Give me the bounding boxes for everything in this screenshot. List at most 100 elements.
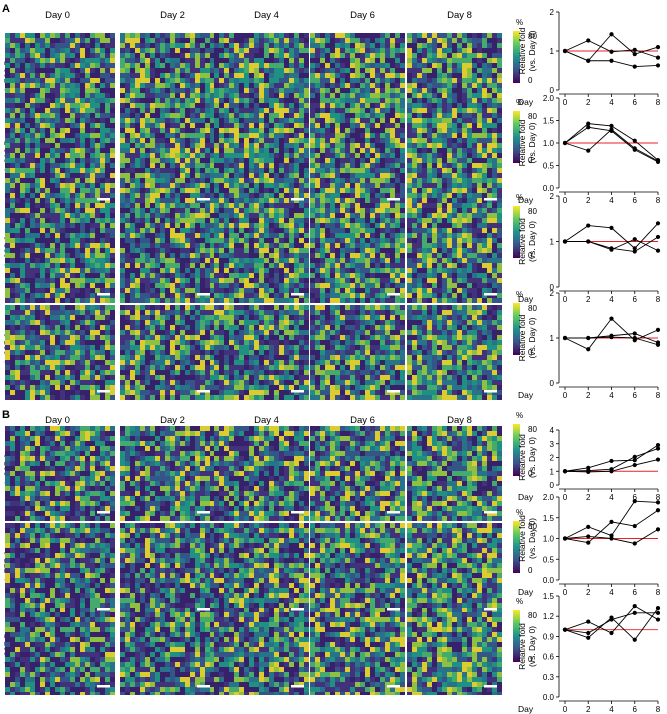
tile-pixel: [70, 148, 75, 153]
tile-pixel: [210, 78, 215, 83]
tile-pixel: [229, 38, 234, 43]
tile-pixel: [15, 258, 20, 263]
tile-pixel: [330, 38, 335, 43]
tile-pixel: [10, 218, 15, 223]
tile-pixel: [214, 143, 219, 148]
tile-pixel: [400, 163, 405, 168]
tile-pixel: [467, 103, 472, 108]
tile-pixel: [284, 108, 289, 113]
tile-pixel: [385, 108, 390, 113]
tile-pixel: [412, 58, 417, 63]
tile-pixel: [180, 178, 185, 183]
tile-pixel: [400, 73, 405, 78]
tile-pixel: [50, 38, 55, 43]
tile-pixel: [195, 113, 200, 118]
tile-pixel: [370, 128, 375, 133]
tile-pixel: [55, 198, 60, 203]
tile-pixel: [482, 163, 487, 168]
tile-pixel: [310, 153, 315, 158]
tile-pixel: [239, 98, 244, 103]
tile-pixel: [330, 93, 335, 98]
tile-pixel: [50, 93, 55, 98]
tile-pixel: [120, 258, 125, 263]
tile-pixel: [130, 288, 135, 293]
tile-pixel: [249, 293, 254, 298]
tile-pixel: [20, 248, 25, 253]
tile-pixel: [5, 218, 10, 223]
tile-pixel: [210, 163, 215, 168]
tile-pixel: [330, 108, 335, 113]
tile-pixel: [185, 93, 190, 98]
tile-pixel: [254, 108, 259, 113]
tile-pixel: [30, 128, 35, 133]
tile-pixel: [462, 78, 467, 83]
x-tick-label: 2: [586, 98, 591, 107]
tile-pixel: [35, 253, 40, 258]
tile-pixel: [274, 283, 279, 288]
tile-pixel: [219, 153, 224, 158]
tile-pixel: [224, 33, 229, 38]
tile-pixel: [55, 283, 60, 288]
tile-pixel: [180, 173, 185, 178]
tile-pixel: [110, 213, 115, 218]
tile-pixel: [395, 178, 400, 183]
tile-pixel: [427, 198, 432, 203]
tile-pixel: [320, 58, 325, 63]
tile-pixel: [335, 113, 340, 118]
tile-pixel: [427, 188, 432, 193]
tile-pixel: [294, 278, 299, 283]
tile-pixel: [467, 163, 472, 168]
tile-pixel: [160, 278, 165, 283]
tile-pixel: [65, 93, 70, 98]
tile-pixel: [249, 48, 254, 53]
x-tick-label: 4: [609, 98, 614, 107]
tile-pixel: [145, 128, 150, 133]
tile-pixel: [5, 58, 10, 63]
tile-pixel: [35, 53, 40, 58]
tile-pixel: [170, 238, 175, 243]
tile-pixel: [264, 123, 269, 128]
tile-pixel: [269, 178, 274, 183]
tile-pixel: [160, 283, 165, 288]
tile-pixel: [385, 78, 390, 83]
tile-pixel: [447, 83, 452, 88]
tile-pixel: [249, 258, 254, 263]
tile-pixel: [274, 173, 279, 178]
tile-pixel: [180, 233, 185, 238]
tile-pixel: [375, 103, 380, 108]
tile-pixel: [259, 163, 264, 168]
tile-pixel: [370, 78, 375, 83]
tile-pixel: [294, 178, 299, 183]
tile-pixel: [370, 193, 375, 198]
tile-pixel: [427, 168, 432, 173]
colorbar-max-label: 80: [528, 112, 537, 121]
tile-pixel: [5, 148, 10, 153]
tile-pixel: [365, 178, 370, 183]
tile-pixel: [370, 93, 375, 98]
tile-pixel: [55, 278, 60, 283]
tile-pixel: [395, 38, 400, 43]
tile-pixel: [95, 153, 100, 158]
tile-pixel: [75, 248, 80, 253]
tile-pixel: [70, 173, 75, 178]
tile-pixel: [110, 98, 115, 103]
tile-pixel: [457, 98, 462, 103]
tile-pixel: [155, 178, 160, 183]
tile-pixel: [350, 63, 355, 68]
tile-pixel: [5, 183, 10, 188]
tile-pixel: [210, 188, 215, 193]
tile-pixel: [15, 168, 20, 173]
tile-pixel: [355, 88, 360, 93]
tile-pixel: [279, 283, 284, 288]
tile-pixel: [155, 98, 160, 103]
tile-pixel: [264, 153, 269, 158]
tile-pixel: [170, 98, 175, 103]
tile-pixel: [155, 238, 160, 243]
tile-pixel: [452, 98, 457, 103]
tile-pixel: [140, 268, 145, 273]
tile-pixel: [125, 58, 130, 63]
tile-pixel: [442, 78, 447, 83]
tile-pixel: [60, 293, 65, 298]
tile-pixel: [30, 83, 35, 88]
tile-pixel: [55, 233, 60, 238]
